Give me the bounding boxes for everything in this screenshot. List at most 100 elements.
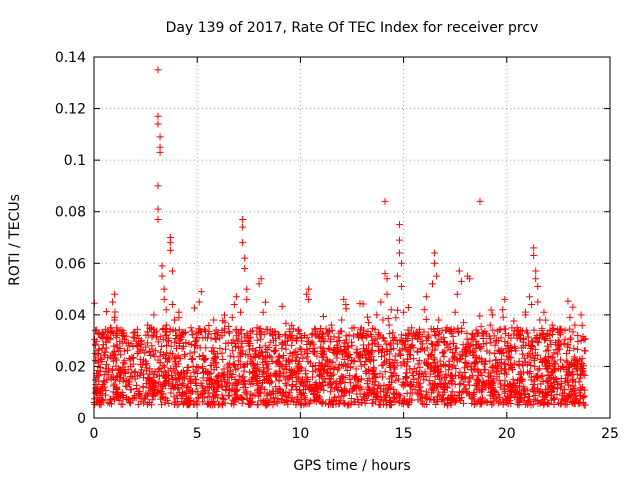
data-point — [369, 337, 377, 345]
data-point — [562, 357, 570, 365]
data-point — [207, 369, 215, 377]
data-point — [577, 392, 585, 400]
data-point — [333, 337, 341, 345]
data-point — [182, 397, 190, 405]
data-point — [420, 306, 428, 314]
data-point — [410, 355, 418, 363]
data-point — [566, 313, 574, 321]
data-point — [142, 331, 150, 339]
data-point — [243, 395, 251, 403]
data-point — [209, 389, 217, 397]
data-point — [422, 372, 430, 380]
data-point — [413, 334, 421, 342]
data-point — [428, 340, 436, 348]
data-point — [192, 337, 200, 345]
data-point — [305, 285, 313, 293]
data-point — [190, 304, 198, 312]
data-point — [573, 396, 581, 404]
data-point — [424, 359, 432, 367]
data-point — [153, 333, 161, 341]
data-point — [230, 353, 238, 361]
data-point — [365, 385, 373, 393]
data-point — [170, 316, 178, 324]
data-point — [475, 343, 483, 351]
data-point — [175, 389, 183, 397]
data-point — [142, 343, 150, 351]
data-point — [284, 391, 292, 399]
data-point — [489, 392, 497, 400]
data-point — [218, 349, 226, 357]
data-point — [143, 391, 151, 399]
data-point — [400, 308, 408, 316]
data-point — [154, 120, 162, 128]
data-point — [390, 362, 398, 370]
data-point — [352, 373, 360, 381]
data-point — [494, 346, 502, 354]
data-point — [120, 329, 128, 337]
data-point — [158, 401, 166, 409]
data-point — [394, 306, 402, 314]
data-point — [288, 321, 296, 329]
data-point — [106, 336, 114, 344]
data-point — [530, 373, 538, 381]
data-point — [159, 390, 167, 398]
data-point — [552, 346, 560, 354]
data-point — [162, 306, 170, 314]
data-point — [181, 390, 189, 398]
data-point — [145, 398, 153, 406]
data-point — [548, 321, 556, 329]
data-point — [251, 391, 259, 399]
data-point — [158, 272, 166, 280]
data-point — [390, 363, 398, 371]
data-point — [508, 383, 516, 391]
data-point — [272, 389, 280, 397]
data-point — [179, 373, 187, 381]
data-point — [318, 354, 326, 362]
data-point — [226, 367, 234, 375]
y-tick-label: 0.08 — [55, 205, 86, 221]
data-point — [197, 288, 205, 296]
data-point — [288, 380, 296, 388]
data-point — [478, 357, 486, 365]
data-point — [386, 393, 394, 401]
data-point — [440, 353, 448, 361]
data-point — [200, 394, 208, 402]
data-point — [213, 350, 221, 358]
data-point — [119, 400, 127, 408]
data-point — [453, 395, 461, 403]
data-point — [448, 372, 456, 380]
data-point — [531, 362, 539, 370]
data-point — [104, 399, 112, 407]
data-point — [570, 400, 578, 408]
data-point — [292, 347, 300, 355]
data-point — [530, 326, 538, 334]
data-point — [518, 344, 526, 352]
data-point — [336, 346, 344, 354]
data-point — [376, 332, 384, 340]
data-point — [300, 378, 308, 386]
data-point — [182, 338, 190, 346]
data-point — [303, 353, 311, 361]
data-point — [441, 400, 449, 408]
data-point — [417, 387, 425, 395]
data-point — [205, 321, 213, 329]
data-point — [111, 313, 119, 321]
data-point — [271, 329, 279, 337]
data-point — [150, 373, 158, 381]
data-point — [207, 401, 215, 409]
data-point — [537, 380, 545, 388]
data-point — [301, 370, 309, 378]
data-point — [107, 400, 115, 408]
data-point — [154, 215, 162, 223]
data-point — [540, 336, 548, 344]
data-point — [186, 377, 194, 385]
data-point — [118, 339, 126, 347]
data-point — [218, 391, 226, 399]
data-point — [237, 376, 245, 384]
data-point — [566, 336, 574, 344]
data-point — [377, 388, 385, 396]
data-point — [215, 371, 223, 379]
data-point — [510, 317, 518, 325]
data-point — [414, 360, 422, 368]
